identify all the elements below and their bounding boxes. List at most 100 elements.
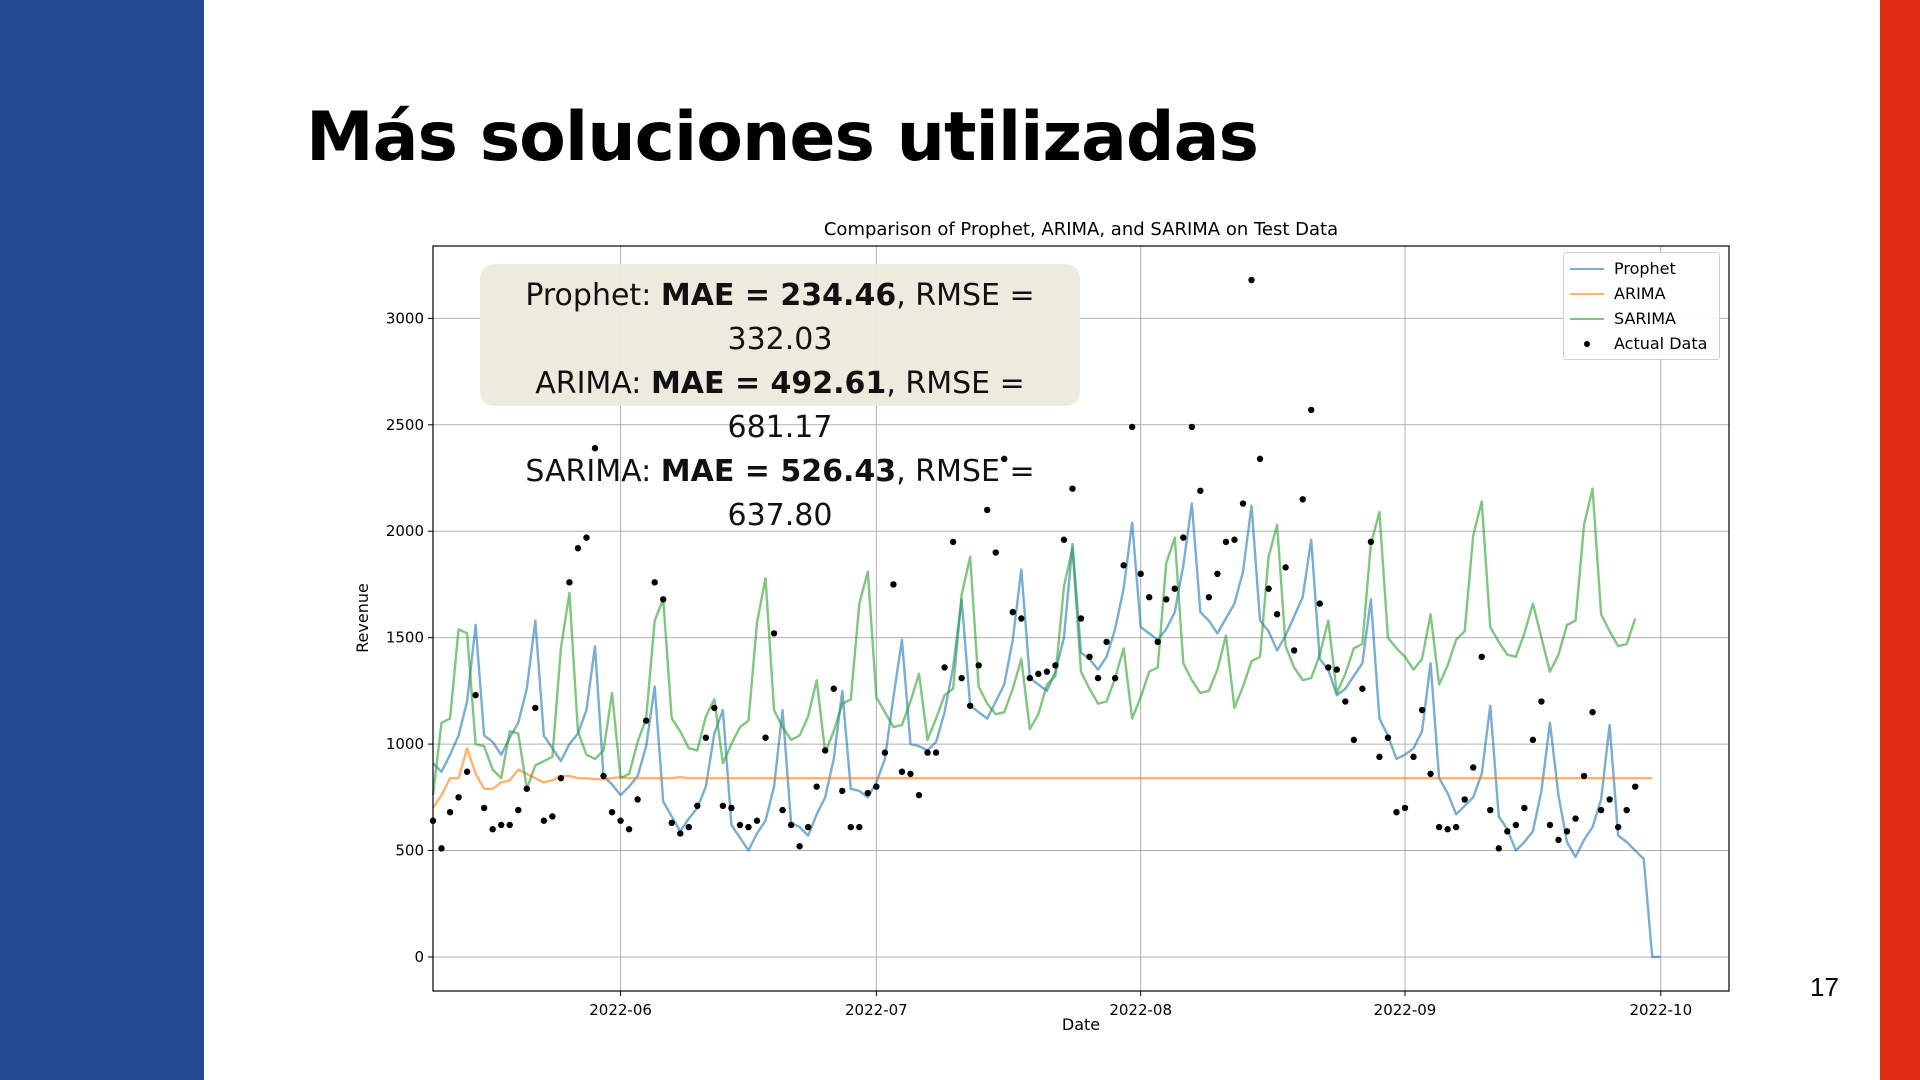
actual-data-point bbox=[480, 804, 488, 812]
actual-data-point bbox=[1538, 698, 1545, 705]
metrics-box: Prophet: MAE = 234.46, RMSE = 332.03 ARI… bbox=[480, 264, 1080, 533]
actual-data-point bbox=[549, 813, 556, 820]
actual-data-point bbox=[455, 794, 462, 801]
actual-data-point bbox=[830, 685, 837, 692]
actual-data-point bbox=[540, 817, 548, 824]
actual-data-point bbox=[557, 774, 565, 782]
left-accent-bar bbox=[0, 0, 204, 1080]
actual-data-point bbox=[1180, 534, 1187, 541]
actual-data-point bbox=[873, 783, 880, 790]
actual-data-point bbox=[1563, 828, 1571, 835]
actual-data-point bbox=[1171, 585, 1178, 592]
actual-data-point bbox=[864, 789, 872, 797]
actual-data-point bbox=[1222, 538, 1230, 546]
actual-data-point bbox=[941, 664, 948, 671]
actual-data-point bbox=[1350, 736, 1358, 744]
actual-data-point bbox=[1452, 823, 1460, 831]
actual-data-point bbox=[574, 545, 582, 552]
actual-data-point bbox=[1205, 594, 1213, 601]
actual-data-point bbox=[1308, 406, 1315, 414]
legend-swatch-prophet bbox=[1570, 267, 1604, 270]
legend-swatch-sarima bbox=[1570, 317, 1604, 320]
actual-data-point bbox=[1077, 615, 1085, 622]
actual-data-point bbox=[1359, 685, 1366, 692]
actual-data-point bbox=[881, 749, 889, 756]
actual-data-point bbox=[1128, 423, 1136, 431]
actual-data-point bbox=[1137, 570, 1144, 577]
actual-data-point bbox=[1384, 734, 1392, 741]
y-tick-label: 500 bbox=[395, 842, 424, 860]
y-tick-label: 2000 bbox=[386, 522, 424, 540]
actual-data-point bbox=[1580, 772, 1588, 780]
legend-marker-actual bbox=[1584, 340, 1590, 347]
actual-data-point bbox=[677, 830, 684, 837]
actual-data-point bbox=[1478, 653, 1485, 661]
actual-data-point bbox=[787, 821, 795, 829]
x-axis-label: Date bbox=[1062, 1015, 1100, 1034]
actual-data-point bbox=[966, 702, 974, 709]
actual-data-point bbox=[1632, 783, 1639, 790]
actual-data-point bbox=[660, 596, 667, 603]
actual-data-point bbox=[770, 630, 778, 637]
actual-data-point bbox=[796, 843, 803, 850]
actual-data-point bbox=[591, 445, 599, 452]
actual-data-point bbox=[642, 717, 650, 724]
actual-data-point bbox=[1470, 764, 1477, 771]
actual-data-point bbox=[489, 826, 496, 833]
actual-data-point bbox=[753, 817, 761, 824]
actual-data-point bbox=[984, 506, 991, 514]
actual-data-point bbox=[1273, 611, 1281, 618]
actual-data-point bbox=[949, 538, 957, 546]
actual-data-point bbox=[600, 772, 607, 780]
actual-data-point bbox=[1376, 753, 1383, 761]
actual-data-point bbox=[1367, 538, 1375, 546]
actual-data-point bbox=[668, 819, 675, 827]
actual-data-point bbox=[446, 809, 454, 816]
actual-data-point bbox=[1614, 823, 1622, 831]
actual-data-point bbox=[583, 534, 590, 541]
actual-data-point bbox=[1197, 487, 1204, 494]
actual-data-point bbox=[728, 804, 735, 812]
actual-data-point bbox=[1316, 600, 1323, 607]
actual-data-point bbox=[1521, 804, 1528, 812]
actual-data-point bbox=[566, 579, 573, 586]
y-tick-label: 3000 bbox=[386, 309, 424, 327]
actual-data-point bbox=[736, 821, 744, 829]
actual-data-point bbox=[890, 581, 897, 588]
actual-data-point bbox=[498, 821, 505, 829]
actual-data-point bbox=[1597, 806, 1605, 814]
actual-data-point bbox=[1290, 647, 1298, 654]
actual-data-point bbox=[1154, 638, 1161, 646]
actual-data-point bbox=[1052, 662, 1059, 669]
actual-data-point bbox=[1069, 485, 1076, 492]
actual-data-point bbox=[839, 787, 846, 795]
actual-data-point bbox=[1299, 496, 1306, 503]
actual-data-point bbox=[1325, 664, 1332, 671]
actual-data-point bbox=[711, 704, 718, 712]
legend-item-prophet: Prophet bbox=[1570, 256, 1713, 281]
actual-data-point bbox=[1333, 666, 1340, 673]
series-line-sarima bbox=[431, 487, 1637, 796]
actual-data-point bbox=[1094, 674, 1102, 682]
actual-data-point bbox=[847, 823, 854, 831]
actual-data-point bbox=[1018, 615, 1025, 622]
actual-data-point bbox=[1418, 706, 1426, 714]
y-tick-label: 1000 bbox=[386, 735, 424, 753]
actual-data-point bbox=[438, 845, 445, 852]
actual-data-point bbox=[1163, 596, 1170, 603]
actual-data-point bbox=[1461, 796, 1468, 803]
actual-data-point bbox=[625, 826, 633, 833]
page-number: 17 bbox=[1810, 972, 1839, 1002]
comparison-chart: Comparison of Prophet, ARIMA, and SARIMA… bbox=[353, 219, 1730, 1034]
actual-data-point bbox=[745, 823, 752, 831]
legend-item-sarima: SARIMA bbox=[1570, 306, 1713, 331]
chart-legend: Prophet ARIMA SARIMA Actual Data bbox=[1563, 252, 1720, 360]
y-tick-label: 1500 bbox=[386, 629, 424, 647]
actual-data-point bbox=[1410, 753, 1417, 761]
x-tick-label: 2022-07 bbox=[845, 1001, 908, 1019]
actual-data-point bbox=[1572, 815, 1579, 822]
x-tick-label: 2022-06 bbox=[589, 1001, 652, 1019]
actual-data-point bbox=[1589, 708, 1596, 716]
actual-data-point bbox=[1265, 585, 1272, 592]
actual-data-point bbox=[1103, 638, 1110, 646]
